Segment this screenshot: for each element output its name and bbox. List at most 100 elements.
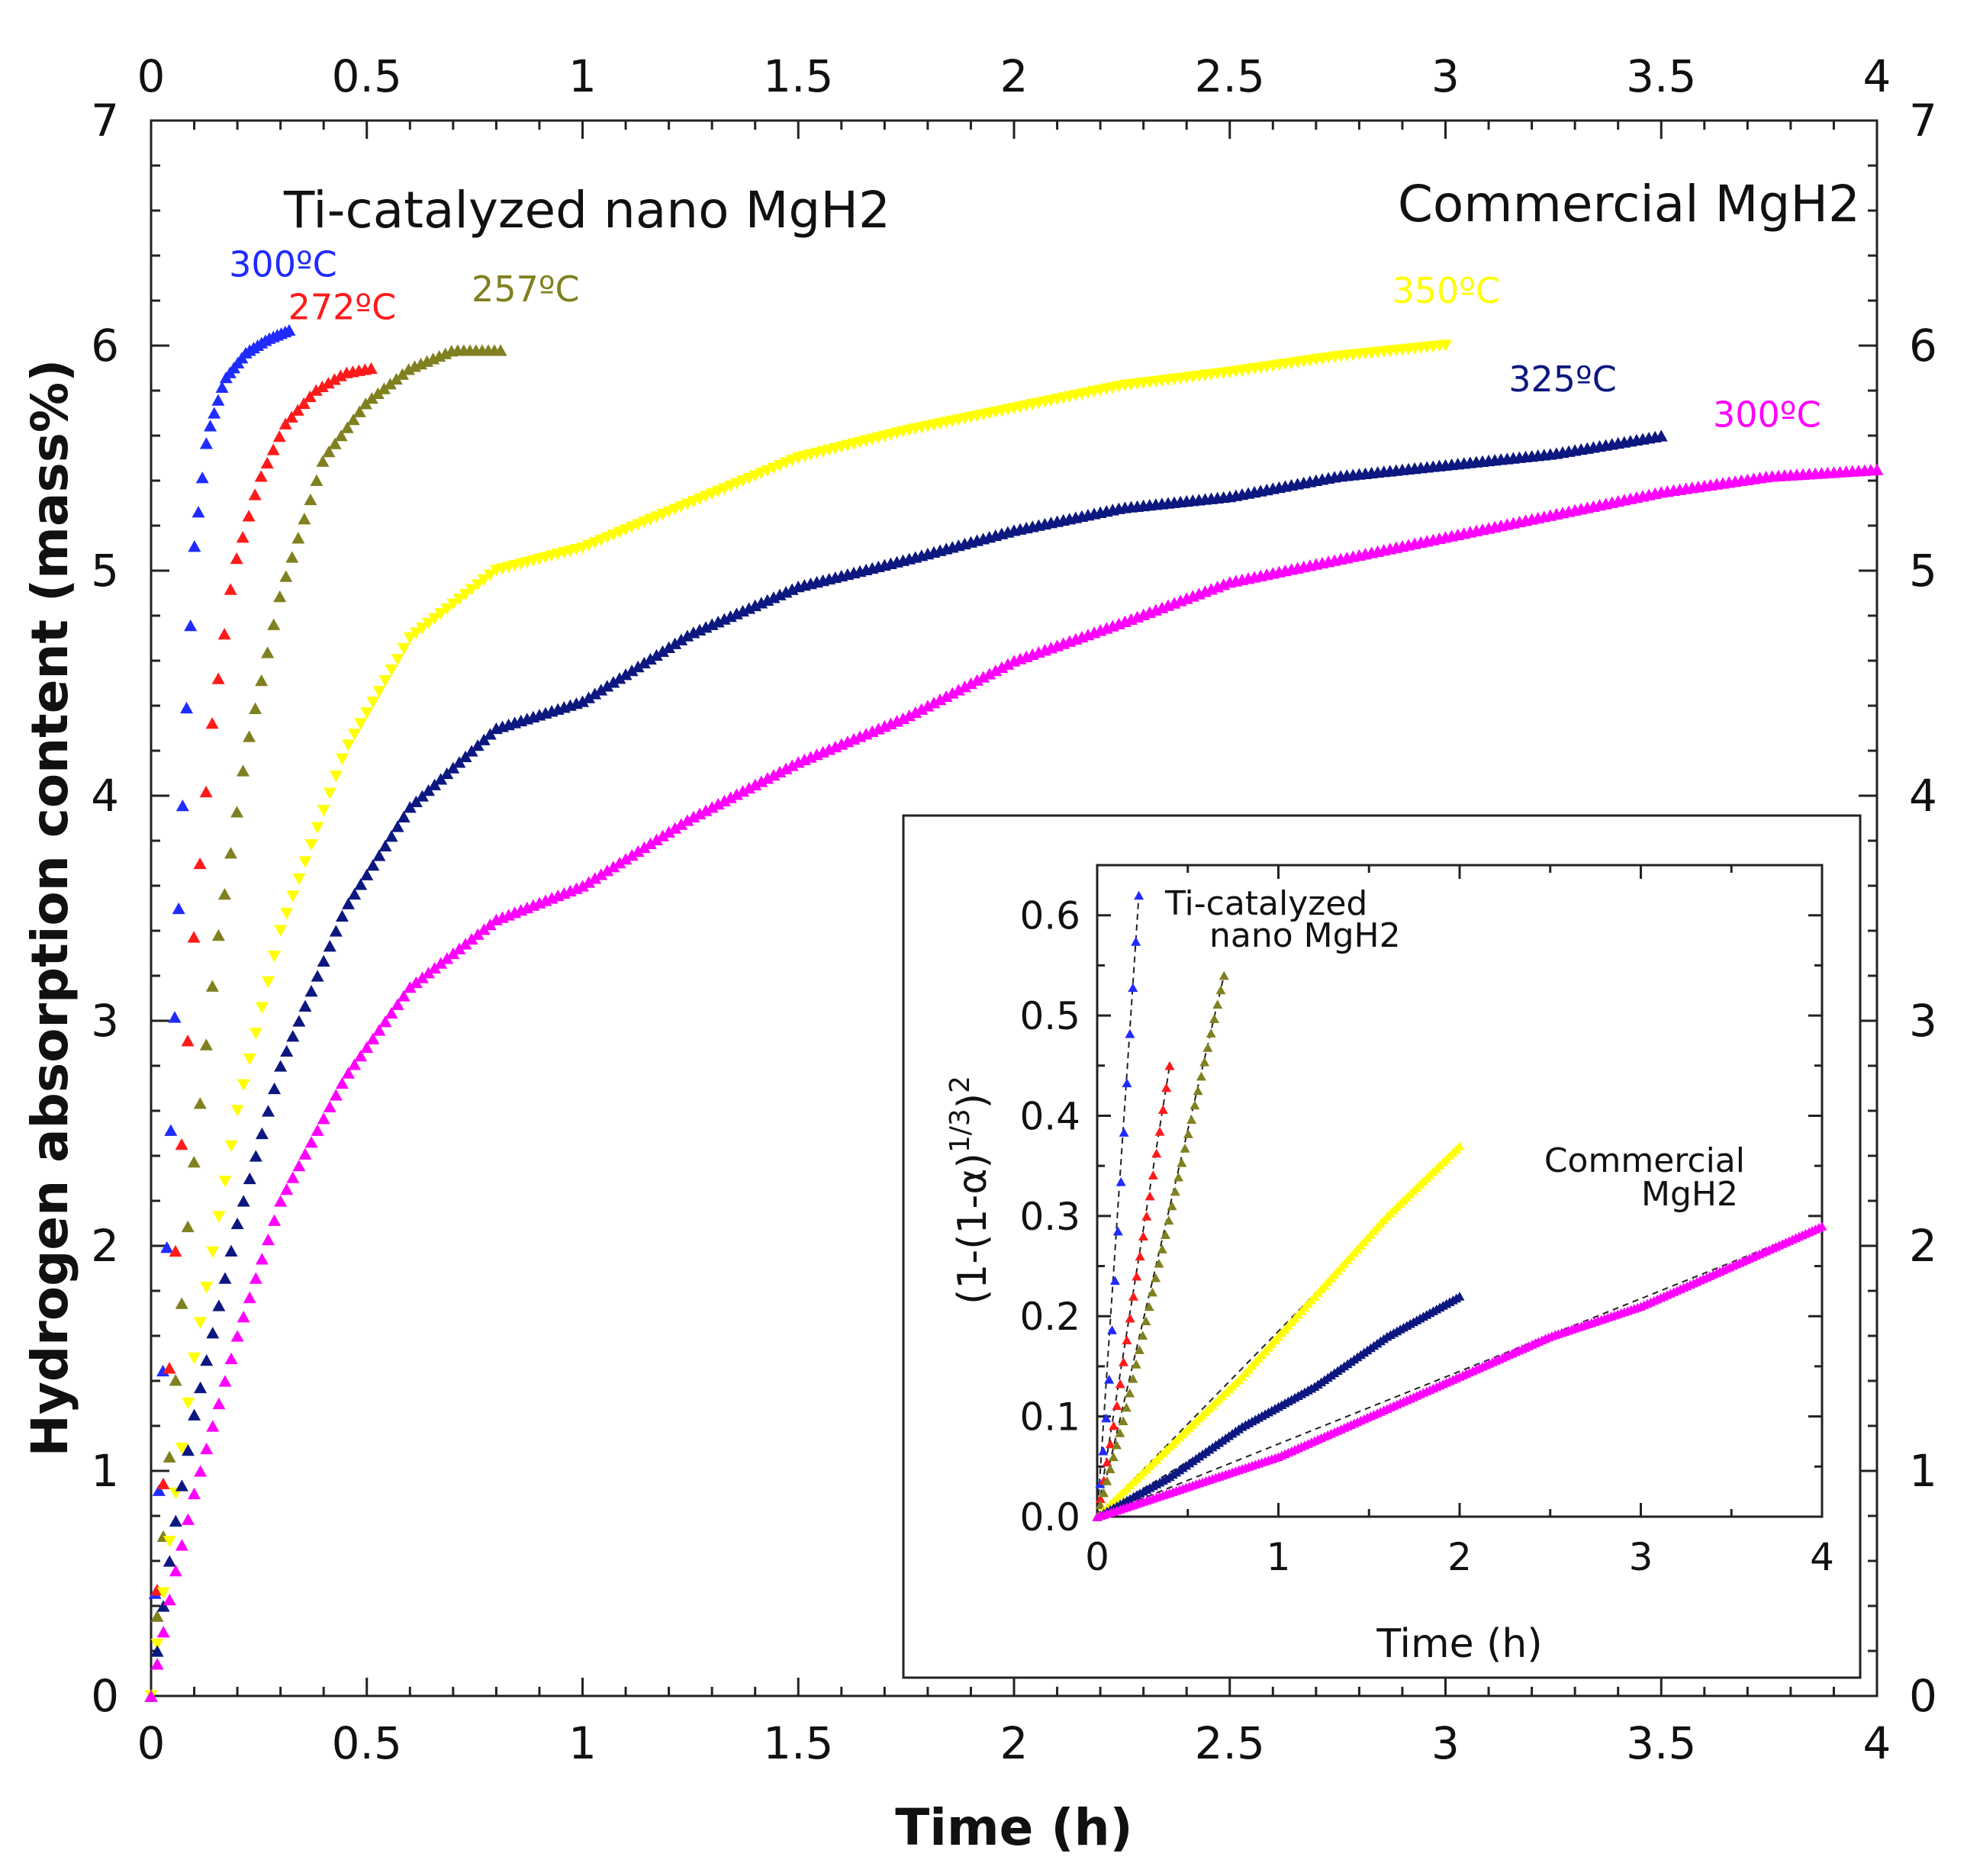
data-point — [187, 1156, 201, 1168]
data-point — [378, 675, 392, 687]
data-point — [656, 645, 670, 658]
inset-group-label-ti-line1: Ti-catalyzed — [1164, 884, 1367, 923]
data-point — [348, 729, 362, 741]
data-point — [1870, 463, 1884, 475]
data-point — [391, 653, 404, 666]
data-point — [364, 362, 378, 375]
inset-fit-line — [1096, 1225, 1823, 1517]
data-point — [681, 629, 694, 642]
inset-series-5 — [1092, 1221, 1827, 1521]
data-point — [977, 671, 990, 683]
data-point — [188, 1352, 201, 1365]
data-point — [600, 680, 614, 692]
series-5 — [144, 463, 1884, 1702]
data-point — [945, 687, 959, 699]
data-point — [212, 1299, 226, 1311]
inset-y-title-main: (1-(1-α) — [950, 1153, 996, 1305]
data-point — [755, 775, 768, 787]
data-point — [205, 980, 219, 992]
data-point — [160, 1241, 174, 1253]
inset-data-point — [1115, 1379, 1125, 1388]
data-point — [637, 841, 651, 854]
data-point — [366, 1032, 380, 1044]
series-3 — [144, 339, 1452, 1702]
y-tick-label-right: 7 — [1909, 95, 1937, 146]
inset-data-point — [1154, 1258, 1164, 1268]
data-point — [452, 942, 466, 954]
data-point — [365, 391, 378, 404]
data-point — [995, 661, 1009, 674]
data-point — [346, 413, 360, 426]
inset-data-point — [1202, 1043, 1213, 1052]
inset-data-point — [1141, 1316, 1151, 1326]
data-point — [483, 569, 497, 581]
data-point — [736, 785, 750, 797]
x-tick-label-bottom: 0 — [137, 1717, 166, 1769]
data-point — [649, 648, 663, 661]
inset-data-point — [1109, 1421, 1119, 1430]
data-point — [329, 771, 343, 783]
data-point — [409, 976, 423, 989]
inset-data-point — [1454, 1141, 1465, 1150]
data-point — [471, 928, 485, 940]
data-point — [156, 1626, 170, 1638]
group-label-ti-catalyzed: Ti-catalyzed nano MgH2 — [283, 181, 890, 240]
data-point — [260, 456, 274, 469]
inset-group-label-commercial-line1: Commercial — [1544, 1141, 1745, 1180]
data-point — [391, 998, 404, 1010]
data-point — [334, 429, 348, 442]
data-point — [335, 753, 349, 765]
inset-data-point — [1134, 890, 1144, 900]
data-point — [389, 372, 403, 385]
data-point — [327, 373, 341, 385]
inset-series-0 — [1092, 890, 1144, 1521]
data-point — [304, 985, 318, 997]
inset-data-point — [1122, 1078, 1132, 1088]
data-point — [428, 961, 442, 974]
inset-data-point — [1212, 999, 1223, 1009]
inset-series-1 — [1092, 1060, 1175, 1521]
data-point — [224, 1140, 238, 1153]
series-0 — [144, 323, 296, 1702]
main-series — [144, 323, 1884, 1702]
data-point — [748, 778, 762, 790]
data-point — [643, 837, 657, 850]
inset-data-point — [1121, 1402, 1132, 1412]
y-tick-label-right: 2 — [1909, 1220, 1937, 1272]
data-point — [915, 703, 929, 715]
x-tick-label-bottom: 1.5 — [763, 1717, 833, 1769]
y-tick-label-right: 5 — [1909, 545, 1937, 597]
series-label: 272ºC — [288, 287, 397, 328]
data-point — [674, 633, 688, 645]
inset-data-point — [1125, 1388, 1135, 1398]
data-point — [261, 1233, 275, 1246]
inset-data-point — [1105, 1464, 1115, 1473]
data-point — [199, 437, 213, 449]
y-tick-label-right: 4 — [1909, 770, 1937, 822]
data-point — [693, 807, 707, 819]
data-point — [188, 1487, 201, 1500]
data-point — [494, 344, 507, 356]
data-point — [298, 1147, 312, 1160]
data-point — [582, 691, 596, 703]
main-ticks — [150, 119, 1878, 1697]
inset-x-tick-label: 0 — [1085, 1535, 1109, 1579]
data-point — [286, 1030, 300, 1042]
y-tick-label-left: 3 — [91, 995, 119, 1047]
x-tick-label-bottom: 1 — [568, 1717, 597, 1769]
data-point — [360, 868, 374, 880]
data-point — [951, 684, 965, 696]
data-point — [315, 380, 329, 393]
data-point — [434, 957, 448, 969]
data-point — [378, 839, 392, 851]
data-point — [311, 822, 324, 834]
data-point — [446, 947, 460, 960]
data-point — [150, 1658, 164, 1670]
inset-data-point — [1125, 1028, 1135, 1038]
data-point — [403, 981, 417, 993]
data-point — [192, 506, 205, 518]
y-tick-label-right: 3 — [1909, 995, 1937, 1047]
data-point — [729, 788, 743, 800]
data-point — [989, 664, 1003, 677]
